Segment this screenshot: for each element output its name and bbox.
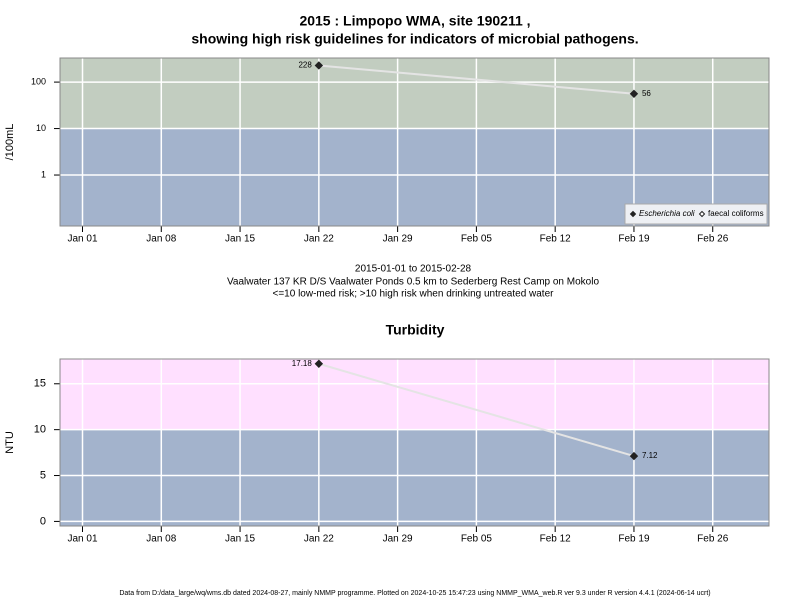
x-tick-label: Feb 12 [540,534,572,545]
chart-subtitle: showing high risk guidelines for indicat… [191,31,638,47]
data-line [318,64,635,95]
chart-title: Turbidity [386,322,445,338]
value-label: 228 [298,61,312,70]
value-label: 56 [642,89,651,98]
x-tick-label: Jan 22 [304,534,334,545]
data-point [629,451,639,461]
data-point [314,359,324,368]
x-tick-label: Feb 26 [697,234,729,245]
data-point [314,61,324,70]
x-tick-label: Jan 01 [67,234,97,245]
x-tick-label: Feb 05 [461,534,493,545]
x-tick-label: Jan 08 [146,534,176,545]
x-tick-label: Feb 05 [461,234,493,245]
y-tick-label: 100 [31,76,46,86]
y-axis-label: /100mL [4,124,16,161]
x-tick-label: Feb 26 [697,534,729,545]
x-tick-label: Jan 15 [225,234,255,245]
x-tick-label: Feb 12 [540,234,572,245]
legend-marker [629,210,637,218]
legend-label: Escherichia coli [639,209,695,218]
chart-title: 2015 : Limpopo WMA, site 190211 , [299,13,530,29]
data-line [318,362,635,458]
value-label: 7.12 [642,451,658,460]
y-tick-label: 10 [36,123,46,133]
caption: 2015-01-01 to 2015-02-28 [355,264,472,275]
y-tick-label: 15 [34,378,46,390]
high-risk-band [60,58,769,129]
footer: Data from D:/data_large/wq/wms.db dated … [119,590,710,597]
x-tick-label: Feb 19 [618,234,650,245]
x-tick-label: Jan 29 [383,234,413,245]
y-tick-label: 0 [40,515,46,527]
x-tick-label: Feb 19 [618,534,650,545]
x-tick-label: Jan 01 [67,534,97,545]
value-label: 17.18 [292,359,313,368]
legend-box [624,203,768,225]
y-tick-label: 1 [41,169,46,179]
x-tick-label: Jan 22 [304,234,334,245]
plot-frame [59,358,770,527]
x-tick-label: Jan 15 [225,534,255,545]
y-tick-label: 10 [34,424,46,436]
low-risk-band [60,429,769,526]
x-tick-label: Jan 29 [383,534,413,545]
legend-marker [698,210,706,218]
x-tick-label: Jan 08 [146,234,176,245]
high-risk-band [60,359,769,430]
data-point [629,89,639,99]
y-tick-label: 5 [40,469,46,481]
plot-frame [59,57,770,227]
caption: Vaalwater 137 KR D/S Vaalwater Ponds 0.5… [227,277,599,288]
legend-label: faecal coliforms [708,209,764,218]
y-axis-label: NTU [4,431,16,454]
caption: <=10 low-med risk; >10 high risk when dr… [273,289,555,300]
